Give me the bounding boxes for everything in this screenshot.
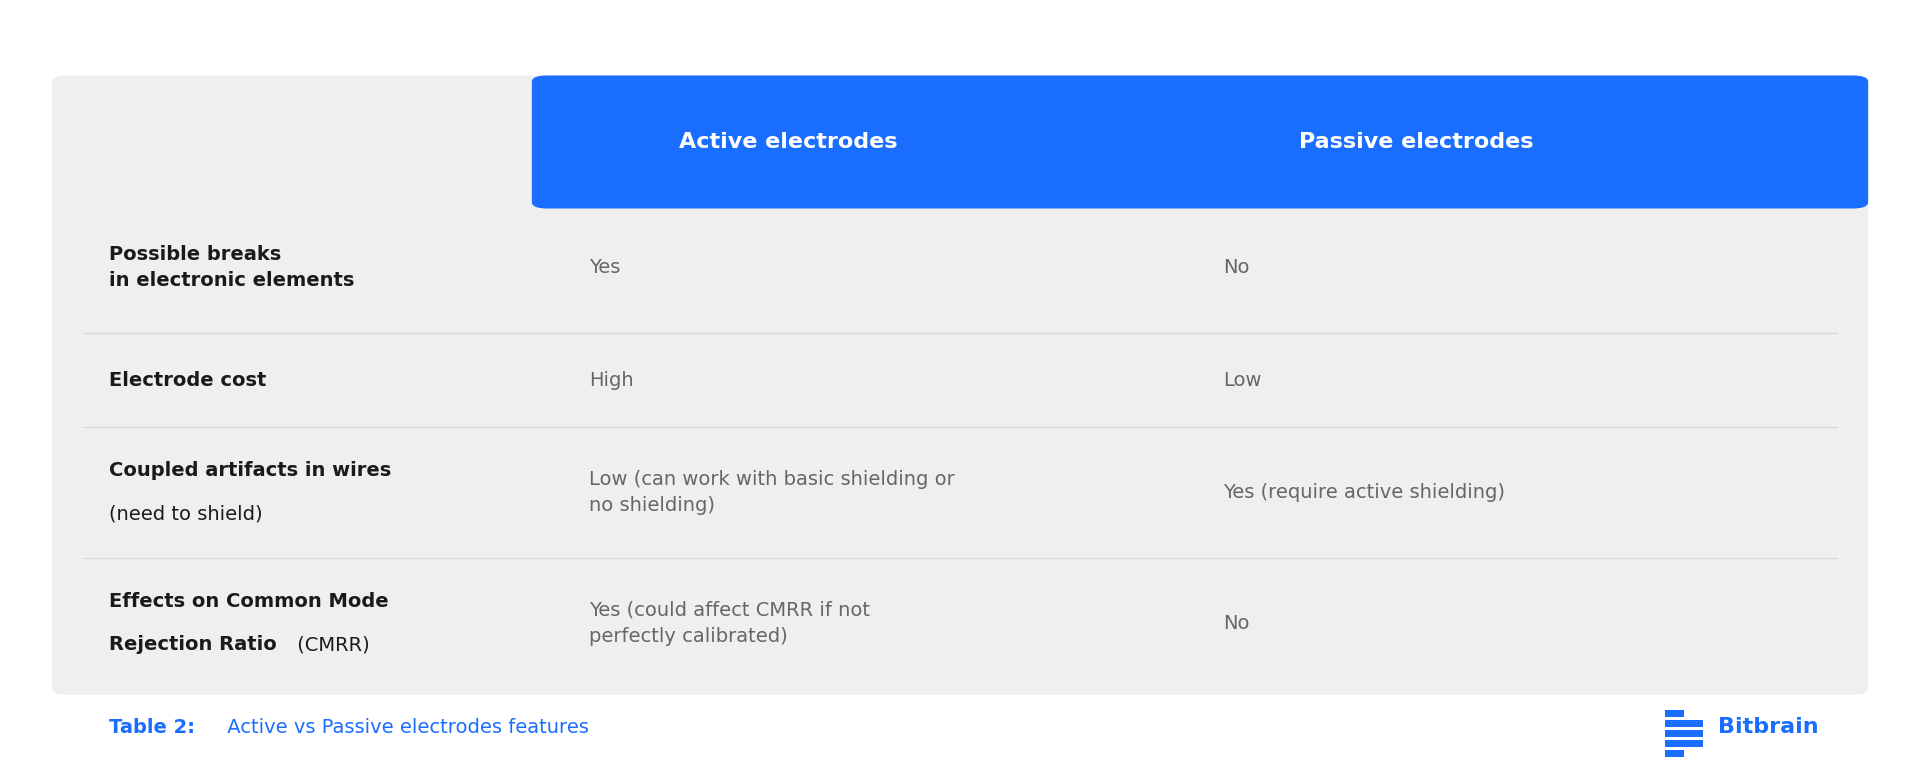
Text: Active vs Passive electrodes features: Active vs Passive electrodes features [221,718,589,737]
Text: Active electrodes: Active electrodes [678,132,897,152]
Text: Yes: Yes [589,258,620,277]
Bar [1665,720,1703,727]
Text: Passive electrodes: Passive electrodes [1298,132,1534,152]
FancyBboxPatch shape [532,75,1868,209]
Text: Coupled artifacts in wires: Coupled artifacts in wires [109,461,392,480]
Text: High: High [589,370,634,390]
Text: Rejection Ratio: Rejection Ratio [109,636,276,654]
Text: Effects on Common Mode: Effects on Common Mode [109,592,390,611]
Bar [1665,740,1703,747]
Text: Bitbrain: Bitbrain [1718,717,1818,738]
Text: (need to shield): (need to shield) [109,505,263,524]
Text: No: No [1223,258,1250,277]
FancyBboxPatch shape [52,75,1868,695]
Text: No: No [1223,614,1250,633]
Text: Yes (require active shielding): Yes (require active shielding) [1223,483,1505,502]
Text: Low: Low [1223,370,1261,390]
Text: (CMRR): (CMRR) [292,636,371,654]
Text: Possible breaks
in electronic elements: Possible breaks in electronic elements [109,245,355,290]
Bar [1665,730,1703,737]
Text: Low (can work with basic shielding or
no shielding): Low (can work with basic shielding or no… [589,470,954,515]
Text: Electrode cost: Electrode cost [109,370,267,390]
Text: Table 2:: Table 2: [109,718,196,737]
Text: Yes (could affect CMRR if not
perfectly calibrated): Yes (could affect CMRR if not perfectly … [589,601,870,646]
Bar [1665,710,1684,717]
Bar [1665,750,1684,757]
